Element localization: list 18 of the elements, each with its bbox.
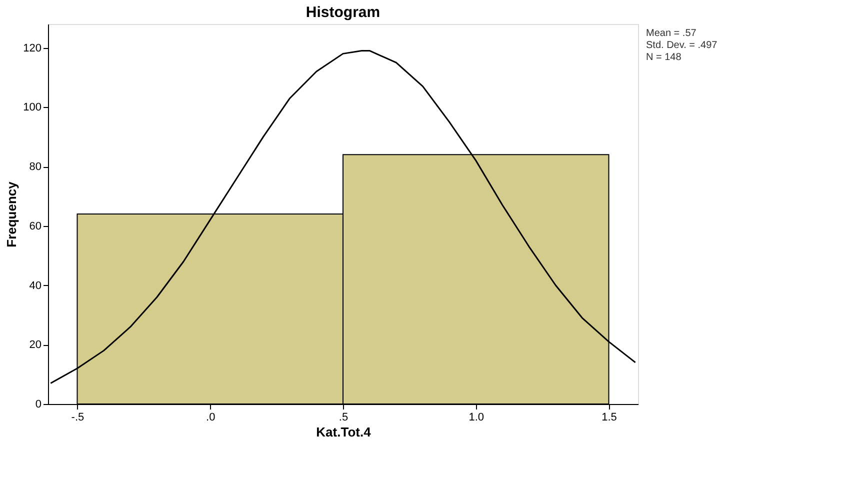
x-tick-label: 1.5 [602, 412, 617, 424]
x-tick-label: .5 [338, 412, 348, 424]
y-axis-title: Frequency [4, 180, 20, 248]
y-tick-label: 80 [29, 161, 42, 173]
chart-title: Histogram [306, 4, 380, 21]
y-tick-label: 100 [23, 102, 42, 114]
x-tick-label: 1.0 [468, 412, 484, 424]
x-tick-label: -.5 [71, 412, 84, 424]
text: Std. Dev. = .497 [646, 40, 718, 51]
y-tick-label: 20 [29, 339, 42, 352]
y-tick-label: 0 [35, 398, 42, 410]
x-tick-label: .0 [206, 412, 216, 424]
text: N = 148 [646, 52, 682, 63]
y-tick-label: 60 [29, 220, 42, 232]
text: Mean = .57 [646, 28, 697, 39]
y-tick-label: 40 [29, 280, 42, 292]
y-tick-label: 120 [23, 42, 42, 54]
x-axis-title: Kat.Tot.4 [316, 424, 372, 440]
